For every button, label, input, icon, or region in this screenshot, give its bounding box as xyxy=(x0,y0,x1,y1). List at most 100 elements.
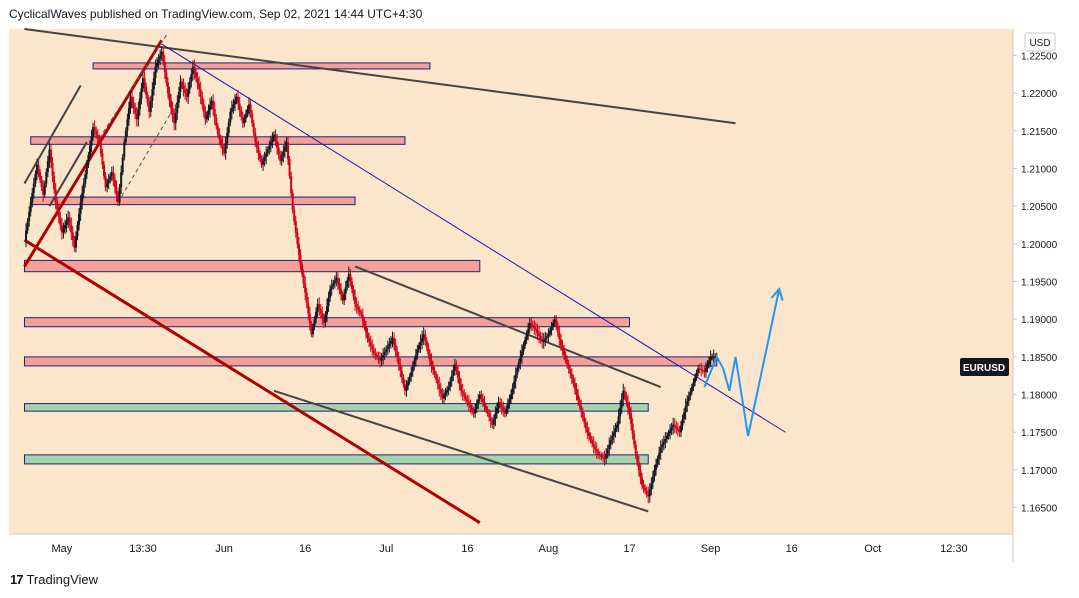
candle-up xyxy=(343,293,346,301)
candle-down xyxy=(536,330,539,334)
candle-up xyxy=(187,89,190,97)
candle-up xyxy=(417,345,420,350)
candle-down xyxy=(132,102,135,109)
candle-down xyxy=(255,142,258,148)
candle-down xyxy=(180,81,183,86)
candle-down xyxy=(115,187,118,195)
candle-up xyxy=(545,336,548,339)
candle-down xyxy=(238,103,241,111)
candle-up xyxy=(407,381,410,387)
candle-up xyxy=(492,419,495,425)
trendline-dark_thin-6 xyxy=(23,85,82,185)
candle-up xyxy=(542,339,545,342)
candle-down xyxy=(260,159,263,165)
candle-down xyxy=(561,345,564,351)
candle-up xyxy=(126,119,129,131)
candle-down xyxy=(458,377,461,385)
candle-down xyxy=(322,318,325,323)
candle-down xyxy=(293,209,296,222)
candle-up xyxy=(444,392,447,396)
candle-down xyxy=(70,224,73,233)
candle-up xyxy=(617,416,620,425)
candle-up xyxy=(335,277,338,281)
candle-down xyxy=(369,341,372,346)
candle-down xyxy=(171,108,174,116)
candle-down xyxy=(193,66,196,73)
candle-down xyxy=(673,424,676,427)
candle-down xyxy=(573,383,576,389)
candle-up xyxy=(191,66,194,75)
candle-down xyxy=(291,192,294,210)
candle-up xyxy=(622,390,625,400)
candle-down xyxy=(471,407,474,411)
price-tick-label: 1.22500 xyxy=(1021,51,1058,62)
candle-down xyxy=(438,384,441,389)
candle-up xyxy=(151,89,154,101)
candle-up xyxy=(606,449,609,454)
candle-down xyxy=(625,396,628,403)
candle-down xyxy=(595,449,598,453)
candle-down xyxy=(433,370,436,375)
currency-badge[interactable] xyxy=(1024,32,1056,52)
candle-up xyxy=(528,322,531,329)
candle-up xyxy=(681,419,684,426)
price-tick-label: 1.21000 xyxy=(1021,164,1058,175)
candle-up xyxy=(414,354,417,361)
candle-up xyxy=(26,221,29,231)
candle-up xyxy=(31,192,34,203)
candle-up xyxy=(620,399,623,408)
candle-down xyxy=(358,309,361,313)
candle-down xyxy=(675,426,678,429)
candle-up xyxy=(658,452,661,459)
candle-up xyxy=(421,338,424,342)
candle-down xyxy=(399,364,402,372)
candle-up xyxy=(709,356,712,361)
candle-down xyxy=(307,303,310,314)
candle-up xyxy=(690,387,693,392)
candle-up xyxy=(447,387,450,390)
price-tick-label: 1.20500 xyxy=(1021,202,1058,213)
candle-down xyxy=(480,394,483,399)
candle-up xyxy=(177,92,180,103)
candle-up xyxy=(246,109,249,114)
candle-up xyxy=(333,280,336,284)
candle-up xyxy=(107,179,110,184)
candle-down xyxy=(485,405,488,410)
candle-up xyxy=(46,160,49,173)
candle-down xyxy=(166,82,169,94)
candle-up xyxy=(689,391,692,397)
candle-down xyxy=(538,333,541,337)
candle-up xyxy=(494,413,497,420)
candle-down xyxy=(594,446,597,450)
candle-up xyxy=(385,349,388,353)
resistance-zone-5 xyxy=(23,356,718,367)
candle-up xyxy=(269,142,272,146)
candle-down xyxy=(377,356,380,359)
candle-down xyxy=(274,134,277,142)
candle-up xyxy=(422,334,425,339)
candle-down xyxy=(299,255,302,265)
candle-up xyxy=(79,202,82,214)
price-tick-label: 1.20000 xyxy=(1021,240,1058,251)
footer-branding[interactable]: 17 TradingView xyxy=(10,572,98,587)
candle-down xyxy=(53,175,56,190)
candle-down xyxy=(379,358,382,361)
candle-down xyxy=(296,232,299,244)
candle-up xyxy=(110,172,113,176)
candle-up xyxy=(29,202,32,212)
candle-down xyxy=(503,410,506,414)
candle-down xyxy=(393,338,396,345)
candle-down xyxy=(436,379,439,385)
candle-up xyxy=(683,412,686,420)
candle-down xyxy=(165,72,168,83)
candle-up xyxy=(315,311,318,320)
candle-up xyxy=(410,371,413,377)
candle-down xyxy=(602,456,605,458)
candle-up xyxy=(405,386,408,391)
candle-down xyxy=(428,354,431,361)
candle-up xyxy=(651,476,654,484)
candle-up xyxy=(229,111,232,123)
candle-up xyxy=(65,221,68,225)
candle-down xyxy=(435,374,438,380)
